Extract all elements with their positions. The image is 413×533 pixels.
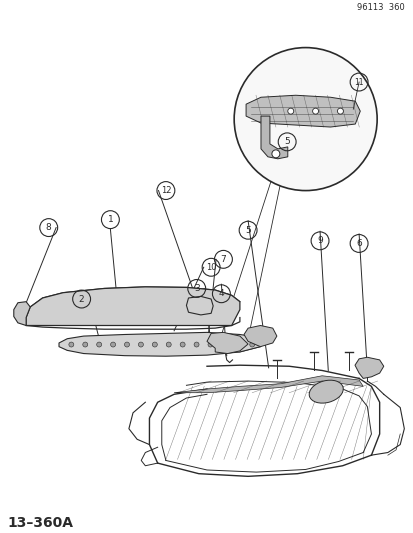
Polygon shape [186, 296, 213, 315]
Text: 13–360A: 13–360A [7, 516, 74, 530]
Text: 3: 3 [193, 284, 199, 293]
Circle shape [234, 47, 376, 191]
Text: 2: 2 [78, 295, 84, 303]
Text: 1: 1 [107, 215, 113, 224]
Text: 5: 5 [284, 138, 290, 147]
Polygon shape [260, 116, 287, 159]
Polygon shape [26, 287, 239, 326]
Circle shape [337, 108, 342, 114]
Polygon shape [243, 326, 276, 346]
Circle shape [69, 342, 74, 347]
Ellipse shape [309, 380, 342, 403]
Circle shape [287, 108, 293, 114]
Circle shape [271, 150, 279, 158]
Circle shape [235, 342, 240, 347]
Text: 96113  360: 96113 360 [356, 3, 404, 12]
Polygon shape [174, 376, 362, 393]
Text: 6: 6 [355, 239, 361, 248]
Circle shape [97, 342, 102, 347]
Circle shape [249, 342, 254, 347]
Text: 11: 11 [354, 77, 363, 86]
Text: 4: 4 [218, 289, 224, 298]
Text: 10: 10 [205, 263, 216, 272]
Circle shape [180, 342, 185, 347]
Text: 12: 12 [160, 186, 171, 195]
Circle shape [83, 342, 88, 347]
Circle shape [221, 342, 226, 347]
Circle shape [138, 342, 143, 347]
Circle shape [207, 342, 212, 347]
Circle shape [110, 342, 115, 347]
Circle shape [194, 342, 199, 347]
Polygon shape [245, 95, 359, 127]
Text: 7: 7 [220, 255, 226, 264]
Polygon shape [14, 302, 30, 326]
Text: 9: 9 [316, 236, 322, 245]
Circle shape [152, 342, 157, 347]
Polygon shape [59, 333, 264, 356]
Circle shape [312, 108, 318, 114]
Circle shape [166, 342, 171, 347]
Circle shape [124, 342, 129, 347]
Polygon shape [354, 357, 383, 378]
Text: 5: 5 [244, 226, 250, 235]
Text: 8: 8 [46, 223, 52, 232]
Polygon shape [206, 333, 247, 353]
